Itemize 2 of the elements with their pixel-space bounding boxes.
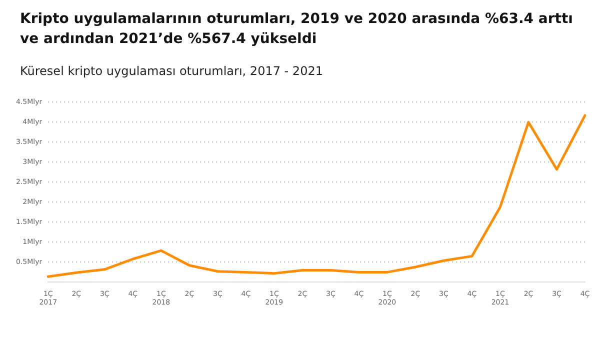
chart-subtitle: Küresel kripto uygulaması oturumları, 2017 - 2021 — [20, 64, 323, 78]
chart-title: Kripto uygulamalarının oturumları, 2019 ve 2020 arasında %63.4 arttı ve ardından 2021’de %567.4 yükseldi — [20, 10, 574, 49]
